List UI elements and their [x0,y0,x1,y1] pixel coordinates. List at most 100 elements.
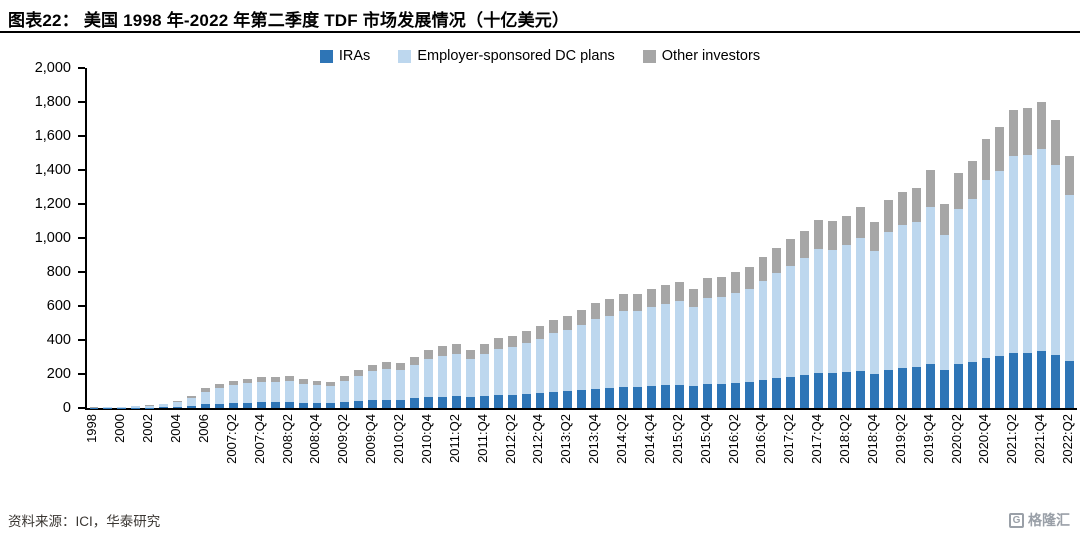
bar-segment [1065,195,1075,362]
bar-segment [396,399,406,408]
bar [909,68,923,408]
bar [449,68,463,408]
x-tick-slot: 2009:Q4 [363,414,378,464]
legend-label-other: Other investors [661,48,761,64]
bar-segment [131,406,141,408]
bar-segment [716,297,726,384]
y-tick-label: 2,000 [34,60,71,76]
bar-segment [967,199,977,363]
bar [993,68,1007,408]
x-tick-slot: 2010:Q4 [418,414,434,464]
y-tick-mark [78,169,85,171]
bar-segment [591,388,601,408]
bar-segment [396,362,406,370]
bar [533,68,547,408]
bar-segment [674,301,684,385]
bar-segment [284,380,294,403]
x-tick-label: 2016:Q4 [753,414,769,464]
gelonghui-logo-icon: G [1009,512,1024,528]
bar-segment [382,368,392,400]
bar [115,68,129,408]
watermark: G 格隆汇 [1009,510,1070,530]
bar-segment [744,266,754,289]
bar-segment [660,304,670,386]
bar-segment [660,385,670,408]
bar-segment [507,335,517,347]
x-tick-label: 2018:Q2 [837,414,853,464]
bar-segment [521,331,531,344]
bar-segment [605,298,615,316]
bar-segment [159,407,169,408]
bar-segment [772,247,782,273]
bar [840,68,854,408]
bar-segment [842,372,852,408]
bar [589,68,603,408]
x-tick-slot: 2021:Q4 [1032,414,1047,464]
bar-segment [744,381,754,408]
bar-segment [995,170,1005,356]
bar [171,68,185,408]
x-tick-label: 2013:Q2 [558,414,574,464]
bar [157,68,171,408]
x-tick-label: 2015:Q2 [669,414,685,464]
bar-segment [507,346,517,395]
bar-segment [437,346,447,356]
bar-segment [326,403,336,408]
y-tick-label: 0 [62,400,71,416]
y-tick-mark [78,373,85,375]
bars [87,68,1077,408]
x-tick-label: 2007:Q4 [251,414,267,464]
bar-segment [354,400,364,408]
bar-segment [354,375,364,401]
bar-segment [633,293,642,312]
bar [645,68,659,408]
bar-segment [591,302,601,320]
bar-segment [298,379,308,384]
bar [854,68,868,408]
bar-segment [1037,101,1047,150]
x-tick-slot: 2018:Q2 [837,414,853,464]
bar-segment [410,364,419,399]
bar [700,68,714,408]
y-tick-mark [78,237,85,239]
x-tick-slot: 2015:Q4 [698,414,713,464]
bar-segment [1051,164,1061,355]
bar-segment [493,395,503,408]
bar-segment [284,402,294,408]
bar-segment [242,383,252,403]
x-tick-slot: 2021:Q2 [1004,414,1019,464]
x-tick-slot: 2019:Q2 [892,414,908,464]
bar-segment [772,378,782,408]
bar [603,68,617,408]
bar [714,68,728,408]
bar [951,68,965,408]
bar-segment [563,391,573,408]
bar-segment [647,385,656,408]
x-tick-slot: 2017:Q2 [781,414,796,464]
bar-segment [870,250,879,374]
bar [101,68,115,408]
bar-segment [326,386,336,404]
bar-segment [465,358,475,398]
bar-segment [368,364,378,372]
x-tick-slot: 2007:Q2 [224,414,239,464]
bar-segment [828,249,838,374]
x-tick-label: 2019:Q2 [892,414,908,464]
x-tick-slot: 2016:Q4 [753,414,769,464]
bar-segment [549,391,559,408]
bar-segment [856,238,865,371]
bar-segment [605,315,615,388]
y-axis: 0 200 400 600 800 1,000 1,200 1,400 1,600 1,800 2,… [0,60,83,416]
bar-segment [856,370,865,408]
bar-segment [1009,352,1019,408]
bar-segment [117,406,127,408]
bar [965,68,979,408]
bar [547,68,561,408]
x-tick-label: 2010:Q4 [418,414,434,464]
x-tick-label: 2012:Q2 [502,414,518,464]
bar-segment [758,380,768,408]
x-tick-label: 2004 [168,414,184,443]
bar [394,68,408,408]
bar-segment [1023,108,1033,155]
x-tick-label: 2018:Q4 [864,414,880,464]
